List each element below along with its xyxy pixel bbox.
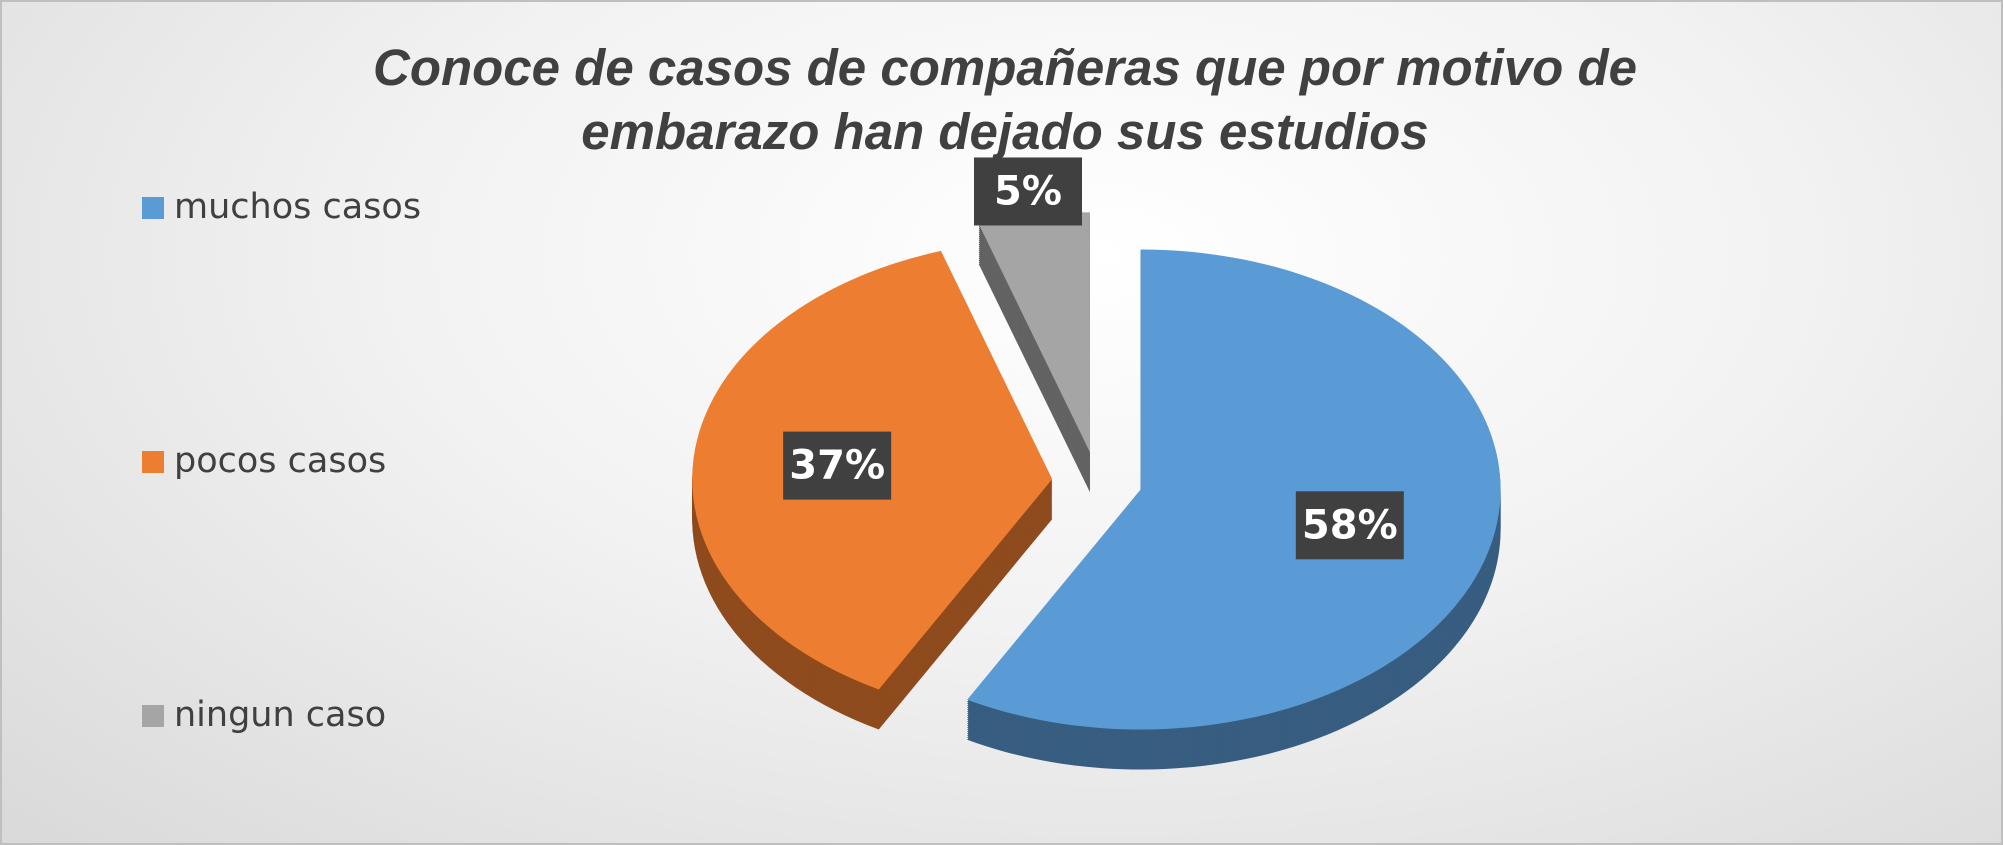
slice xyxy=(978,212,1090,453)
data-label-box xyxy=(974,157,1083,226)
data-label: 37% xyxy=(789,443,885,489)
legend-swatch xyxy=(142,197,164,219)
data-label: 5% xyxy=(994,168,1062,214)
legend-swatch xyxy=(142,451,164,473)
data-label: 58% xyxy=(1302,502,1398,548)
data-label-box xyxy=(1295,491,1404,560)
legend-swatch xyxy=(142,705,164,727)
legend-label: muchos casos xyxy=(174,187,421,227)
slice xyxy=(967,249,1501,730)
data-label-box xyxy=(783,431,892,500)
legend-label: pocos casos xyxy=(174,441,386,481)
chart-title: Conoce de casos de compañeras que por mo… xyxy=(373,39,1637,160)
legend-label: ningun caso xyxy=(174,695,386,735)
